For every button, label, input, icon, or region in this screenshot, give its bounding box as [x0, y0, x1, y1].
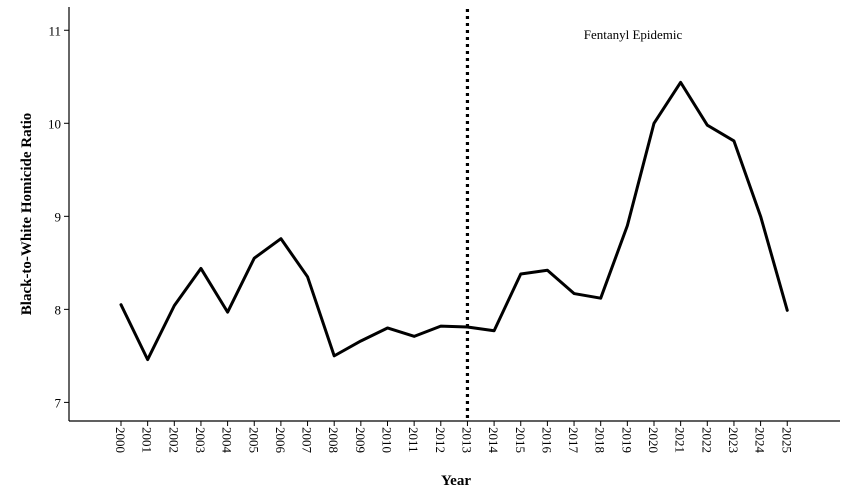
x-tick-label: 2018 [593, 427, 608, 453]
x-tick-label: 2014 [486, 427, 501, 454]
x-tick-label: 2000 [113, 427, 128, 453]
x-axis-title: Year [441, 473, 471, 489]
x-tick-label: 2011 [406, 427, 421, 453]
x-tick-label: 2025 [779, 427, 794, 453]
y-tick-label: 8 [55, 302, 62, 317]
x-tick-label: 2013 [459, 427, 474, 453]
x-tick-label: 2016 [539, 427, 554, 454]
x-tick-label: 2021 [673, 427, 688, 453]
y-tick-label: 11 [48, 23, 61, 38]
x-tick-label: 2001 [140, 427, 155, 453]
x-tick-label: 2004 [220, 427, 235, 454]
x-tick-label: 2006 [273, 427, 288, 454]
x-tick-label: 2023 [726, 427, 741, 453]
x-tick-label: 2005 [246, 427, 261, 453]
x-tick-label: 2008 [326, 427, 341, 453]
x-tick-label: 2022 [699, 427, 714, 453]
axes [68, 7, 840, 422]
x-tick-label: 2003 [193, 427, 208, 453]
x-tick-label: 2020 [646, 427, 661, 453]
annotation-label: Fentanyl Epidemic [584, 27, 683, 42]
x-tick-label: 2019 [619, 427, 634, 453]
x-tick-label: 2007 [300, 427, 315, 454]
x-tick-label: 2002 [166, 427, 181, 453]
x-tick-label: 2012 [433, 427, 448, 453]
x-tick-label: 2015 [513, 427, 528, 453]
y-axis-title: Black-to-White Homicide Ratio [19, 113, 35, 315]
y-tick-label: 9 [55, 209, 62, 224]
series [119, 80, 789, 362]
series-line [119, 80, 789, 362]
x-tick-label: 2010 [380, 427, 395, 453]
y-tick-label: 7 [55, 395, 62, 410]
x-tick-label: 2024 [753, 427, 768, 454]
y-tick-label: 10 [48, 116, 61, 131]
x-tick-label: 2009 [353, 427, 368, 453]
y-ticks: 7 8 9 10 11 [48, 23, 69, 410]
x-tick-label: 2017 [566, 427, 581, 454]
x-ticks: 2000 2001 2002 2003 2004 2005 2006 2007 2008 2009… [113, 421, 794, 454]
